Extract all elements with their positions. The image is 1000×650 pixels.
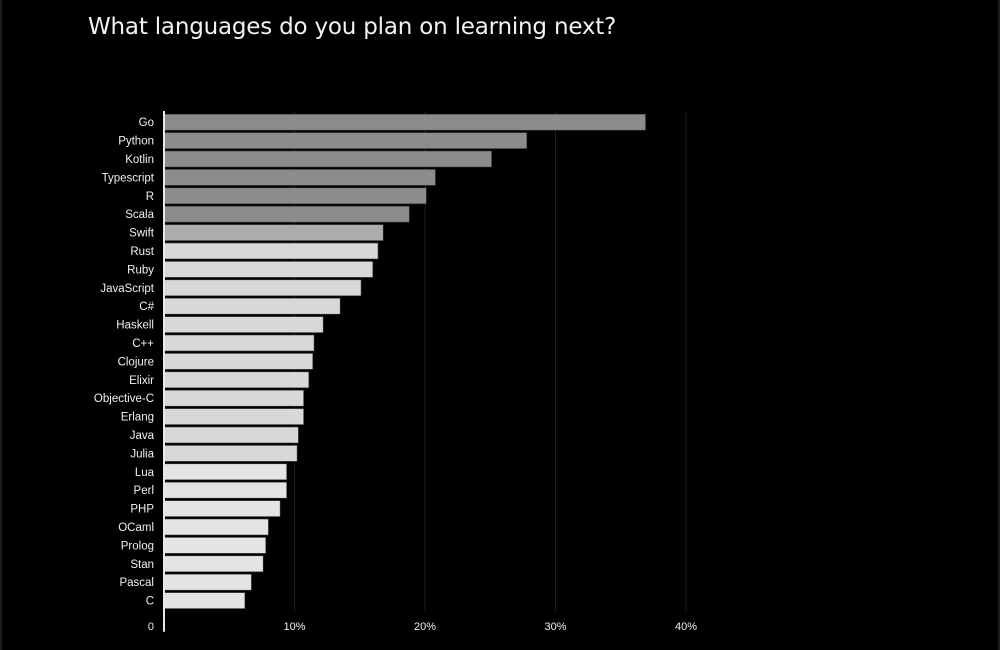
category-label: C# (139, 301, 154, 313)
bar-java (163, 426, 299, 444)
bar-prolog (163, 537, 267, 554)
category-label: Elixir (129, 375, 154, 387)
bar-scala (163, 205, 410, 223)
category-label: Kotlin (125, 154, 154, 166)
bar-typescript (163, 169, 436, 186)
bar-c (163, 334, 315, 352)
category-label: Python (118, 136, 154, 148)
category-label: C++ (132, 338, 154, 350)
x-tick-label: 20% (414, 621, 436, 633)
category-label: Objective-C (94, 393, 154, 405)
category-label: R (146, 191, 154, 203)
bar-kotlin (163, 150, 492, 168)
category-label: Pascal (119, 577, 154, 589)
bar-erlang (163, 408, 304, 425)
category-label: Rust (130, 246, 154, 258)
bar-julia (163, 445, 298, 462)
category-label: Perl (134, 485, 154, 497)
bar-pascal (163, 573, 252, 591)
category-label: Julia (130, 448, 154, 460)
category-label: Prolog (121, 540, 154, 552)
chart-title: What languages do you plan on learning n… (88, 14, 617, 40)
bar-perl (163, 481, 287, 499)
category-label: Scala (125, 209, 154, 221)
bar-objective-c (163, 389, 304, 407)
category-label: Haskell (116, 320, 154, 332)
bar-php (163, 500, 281, 517)
bar-c (163, 592, 246, 609)
bar-lua (163, 463, 287, 481)
category-label: Typescript (102, 172, 155, 184)
bar-python (163, 132, 528, 149)
category-label: Go (139, 117, 154, 129)
category-label: Clojure (118, 356, 154, 368)
bar-haskell (163, 316, 324, 333)
bar-elixir (163, 371, 310, 389)
bar-swift (163, 224, 384, 241)
x-tick-label: 40% (675, 621, 697, 633)
bar-ocaml (163, 518, 269, 536)
category-label: Stan (130, 559, 154, 571)
category-label: Lua (135, 467, 155, 479)
category-label: OCaml (118, 522, 154, 534)
category-label: Swift (129, 228, 155, 240)
bar-stan (163, 555, 264, 573)
category-label: Java (130, 430, 155, 442)
x-tick-label: 10% (283, 621, 305, 633)
category-label: Ruby (127, 264, 154, 276)
bar-c (163, 297, 341, 315)
bar-javascript (163, 279, 362, 297)
x-tick-label: 0 (148, 621, 154, 633)
bar-rust (163, 242, 379, 260)
bar-go (163, 113, 646, 131)
bar-clojure (163, 353, 314, 370)
x-tick-label: 30% (544, 621, 566, 633)
category-label: Erlang (121, 412, 154, 424)
category-label: JavaScript (100, 283, 154, 295)
category-label: C (146, 596, 154, 608)
category-label: PHP (130, 504, 154, 516)
bar-ruby (163, 261, 374, 278)
bar-r (163, 187, 427, 205)
